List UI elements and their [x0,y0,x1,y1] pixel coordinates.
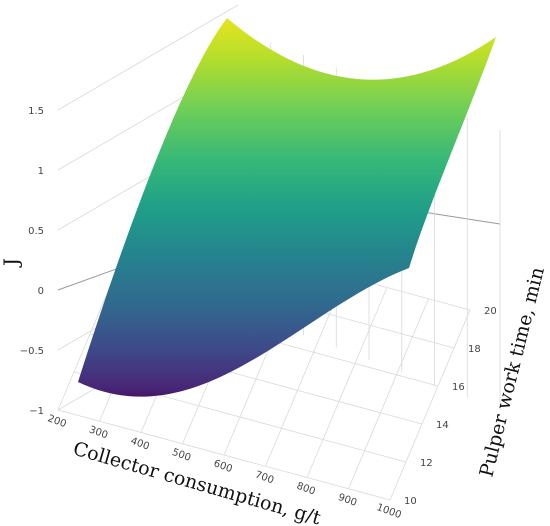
z-tick-label: −0.5 [20,346,44,357]
response-surface [78,18,496,397]
x-tick-label: 300 [88,424,110,441]
z-tick-label: 0.5 [28,226,44,237]
z-tick-label: 1 [38,166,44,177]
x-tick-label: 1000 [375,502,403,521]
z-axis-title: J [0,258,23,268]
x-tick-label: 400 [129,436,151,453]
x-axis-title: Collector consumption, g/t [71,438,324,526]
y-tick-label: 14 [436,420,449,431]
y-tick-label: 18 [468,344,481,355]
x-tick-label: 500 [171,447,193,464]
y-tick-label: 20 [484,306,497,317]
wall-grid-line-z [57,4,239,111]
y-axis-title: Pulper work time, min [476,265,549,479]
floor-grid-line-x [348,298,429,489]
x-tick-label: 600 [212,458,234,475]
z-tick-label: 0 [38,286,44,297]
floor-grid-line-x [389,309,471,501]
floor-grid-line-x [306,287,388,478]
z-tick-label: 1.5 [28,106,44,117]
y-tick-label: 10 [404,496,417,507]
x-tick-label: 700 [254,469,276,486]
x-tick-label: 900 [337,492,359,509]
y-tick-label: 16 [452,382,465,393]
floor-grid-line-y [57,409,391,501]
x-tick-label: 200 [46,413,68,430]
z-tick-label: −1 [29,406,44,417]
y-tick-label: 12 [420,458,433,469]
x-tick-label: 800 [295,481,317,498]
